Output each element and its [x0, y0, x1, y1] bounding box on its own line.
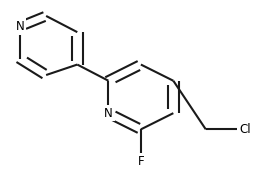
Text: N: N: [104, 107, 113, 120]
Text: N: N: [16, 20, 25, 33]
Text: F: F: [138, 155, 144, 168]
Text: Cl: Cl: [239, 123, 251, 136]
